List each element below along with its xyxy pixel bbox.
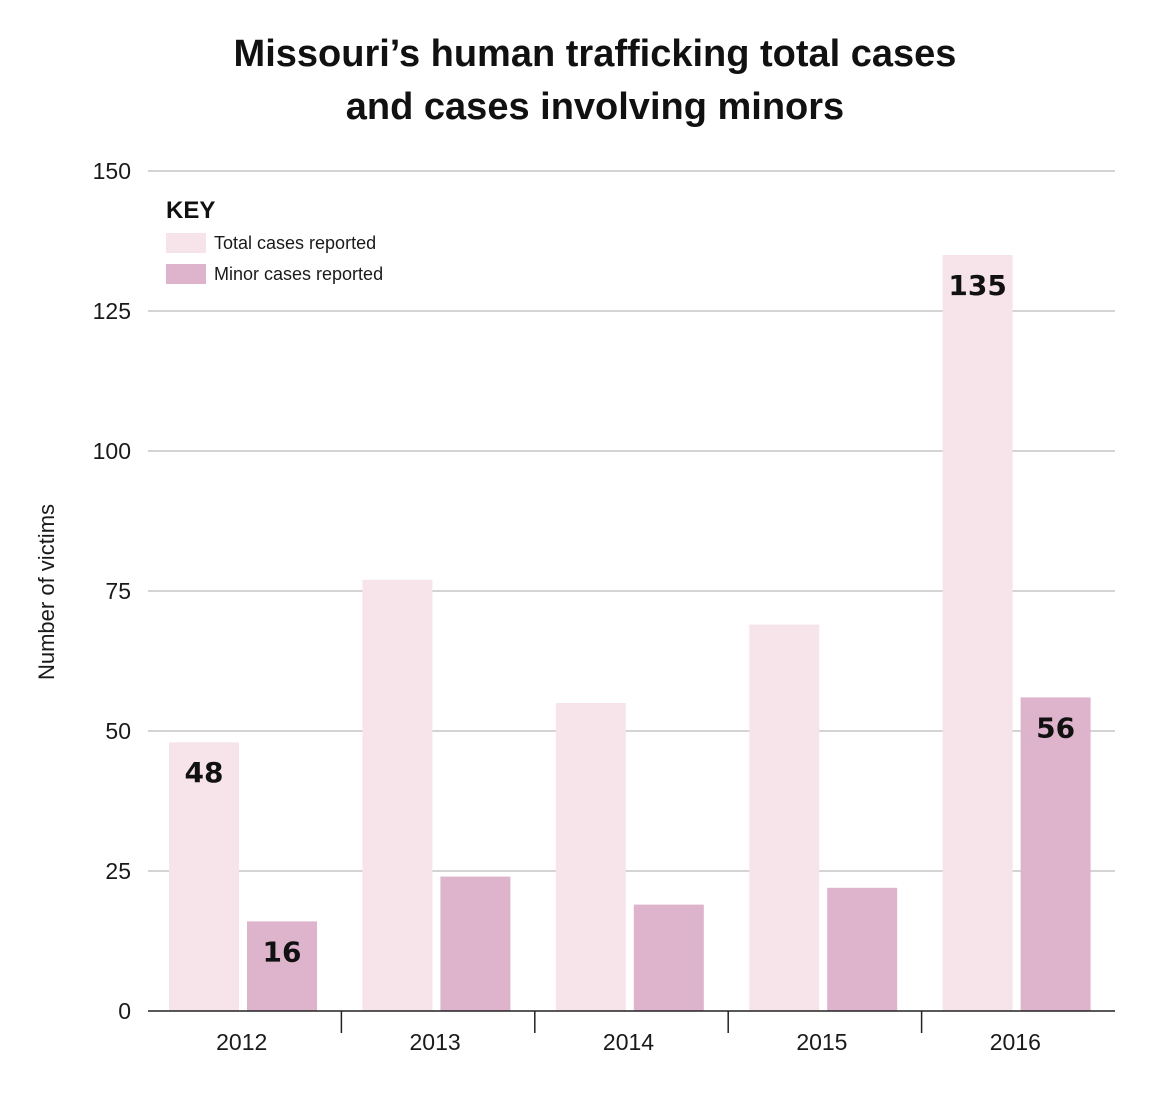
legend-title: KEY	[166, 197, 215, 224]
data-labels: 48 16 135 56	[185, 269, 1076, 968]
legend-label-minor: Minor cases reported	[214, 264, 383, 284]
chart-title-line-1: Missouri’s human trafficking total cases	[234, 33, 957, 75]
data-label-total-2016: 135	[948, 269, 1006, 302]
bar-total-2015	[749, 624, 820, 1011]
bar-minor-2016	[1020, 697, 1091, 1011]
bar-minor-2013	[440, 876, 511, 1011]
bar-minor-2012	[247, 921, 317, 1011]
legend-label-total: Total cases reported	[214, 233, 376, 253]
y-tick-label: 0	[118, 998, 131, 1024]
bar-minor-2014	[633, 904, 704, 1011]
legend-swatch-minor	[166, 264, 206, 284]
data-label-total-2012: 48	[185, 756, 224, 789]
bar-total-2014	[555, 703, 626, 1011]
bars	[169, 255, 1091, 1011]
x-tick-label: 2013	[410, 1029, 461, 1055]
y-tick-label: 125	[93, 298, 131, 324]
x-tick-label: 2012	[216, 1029, 267, 1055]
y-axis-label: Number of victims	[34, 504, 59, 680]
y-tick-label: 100	[93, 438, 131, 464]
bar-minor-2015	[827, 887, 898, 1011]
axes: 0 25 50 75 100 125 150 2012 2013 2014 2015 2016	[93, 158, 1115, 1055]
y-tick-label: 25	[105, 858, 131, 884]
bar-total-2013	[362, 579, 433, 1011]
x-tick-label: 2016	[990, 1029, 1041, 1055]
y-tick-label: 150	[93, 158, 131, 184]
y-tick-label: 75	[105, 578, 131, 604]
bar-total-2012	[169, 742, 239, 1011]
legend-swatch-total	[166, 233, 206, 253]
legend: KEY Total cases reported Minor cases rep…	[166, 197, 383, 284]
bar-total-2016	[942, 255, 1013, 1011]
data-label-minor-2016: 56	[1036, 711, 1075, 744]
y-tick-label: 50	[105, 718, 131, 744]
x-tick-label: 2014	[603, 1029, 654, 1055]
x-tick-label: 2015	[796, 1029, 847, 1055]
data-label-minor-2012: 16	[263, 935, 302, 968]
chart-title-line-2: and cases involving minors	[346, 86, 844, 128]
